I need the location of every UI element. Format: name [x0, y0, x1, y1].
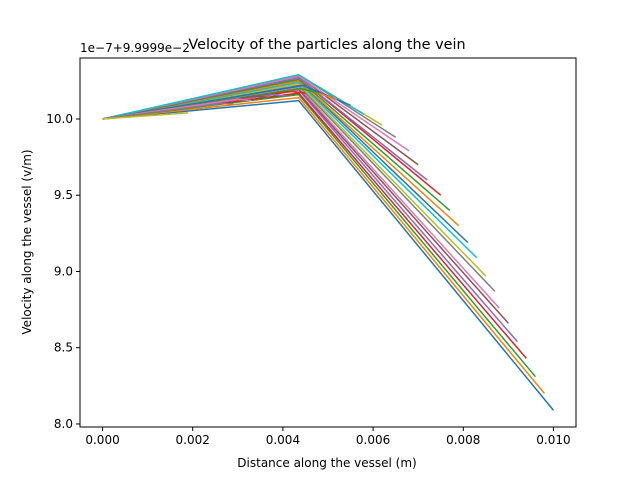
plot-frame — [79, 57, 577, 428]
series-line-13 — [102, 78, 451, 212]
x-tick-label: 0.010 — [536, 433, 570, 447]
series-line-28 — [102, 102, 234, 120]
y-axis-offset-label: 1e−7+9.9999e−2 — [80, 41, 190, 55]
y-tick-label: 8.5 — [54, 341, 73, 355]
x-tick-label: 0.000 — [85, 433, 119, 447]
x-axis-ticks: 0.000 0.002 0.004 0.006 0.008 0.010 — [85, 427, 571, 447]
y-tick-label: 9.0 — [54, 264, 73, 278]
x-tick-label: 0.004 — [266, 433, 300, 447]
x-tick-label: 0.002 — [176, 433, 210, 447]
series-line-3 — [102, 93, 536, 378]
y-tick-label: 8.0 — [54, 417, 73, 431]
chart-title: Velocity of the particles along the vein — [188, 37, 465, 53]
series-line-4 — [102, 92, 527, 359]
y-axis-label: Velocity along the vessel (v/m) — [20, 149, 34, 334]
series-line-7 — [102, 86, 500, 309]
series-line-8 — [102, 84, 496, 292]
series-line-5 — [102, 89, 518, 343]
y-axis-ticks: 8.0 8.5 9.0 9.5 10.0 — [46, 112, 80, 431]
plot-series-group — [102, 73, 555, 411]
series-line-1 — [102, 99, 555, 411]
series-line-2 — [102, 96, 546, 394]
series-line-29 — [102, 112, 189, 120]
y-tick-label: 10.0 — [46, 112, 73, 126]
x-tick-label: 0.006 — [356, 433, 390, 447]
series-line-6 — [102, 87, 509, 324]
y-tick-label: 9.5 — [54, 188, 73, 202]
x-axis-label: Distance along the vessel (m) — [237, 456, 416, 470]
x-tick-label: 0.008 — [446, 433, 480, 447]
